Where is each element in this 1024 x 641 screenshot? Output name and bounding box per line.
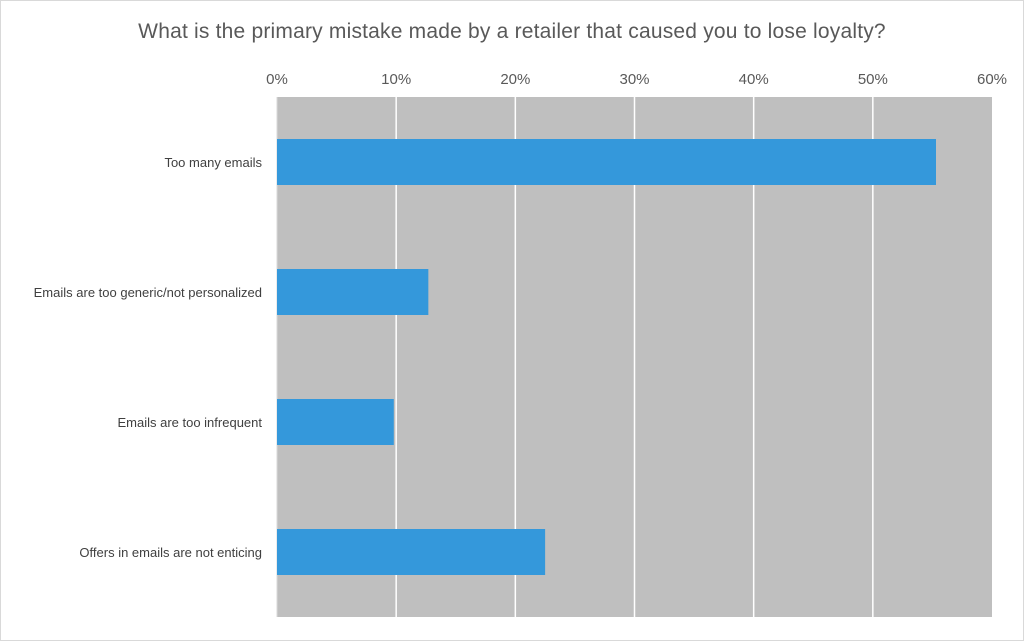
bar bbox=[277, 529, 546, 575]
category-label: Offers in emails are not enticing bbox=[79, 545, 262, 560]
category-label: Too many emails bbox=[164, 155, 262, 170]
x-tick-label: 10% bbox=[381, 71, 411, 88]
bar bbox=[277, 269, 429, 315]
category-label: Emails are too generic/not personalized bbox=[34, 285, 262, 300]
x-tick-label: 40% bbox=[739, 71, 769, 88]
bar bbox=[277, 139, 936, 185]
x-tick-label: 30% bbox=[619, 71, 649, 88]
x-tick-label: 60% bbox=[977, 71, 1007, 88]
x-tick-label: 0% bbox=[266, 71, 288, 88]
x-tick-label: 50% bbox=[858, 71, 888, 88]
chart-title: What is the primary mistake made by a re… bbox=[138, 20, 886, 43]
category-label: Emails are too infrequent bbox=[117, 415, 262, 430]
x-tick-label: 20% bbox=[500, 71, 530, 88]
bar bbox=[277, 399, 394, 445]
